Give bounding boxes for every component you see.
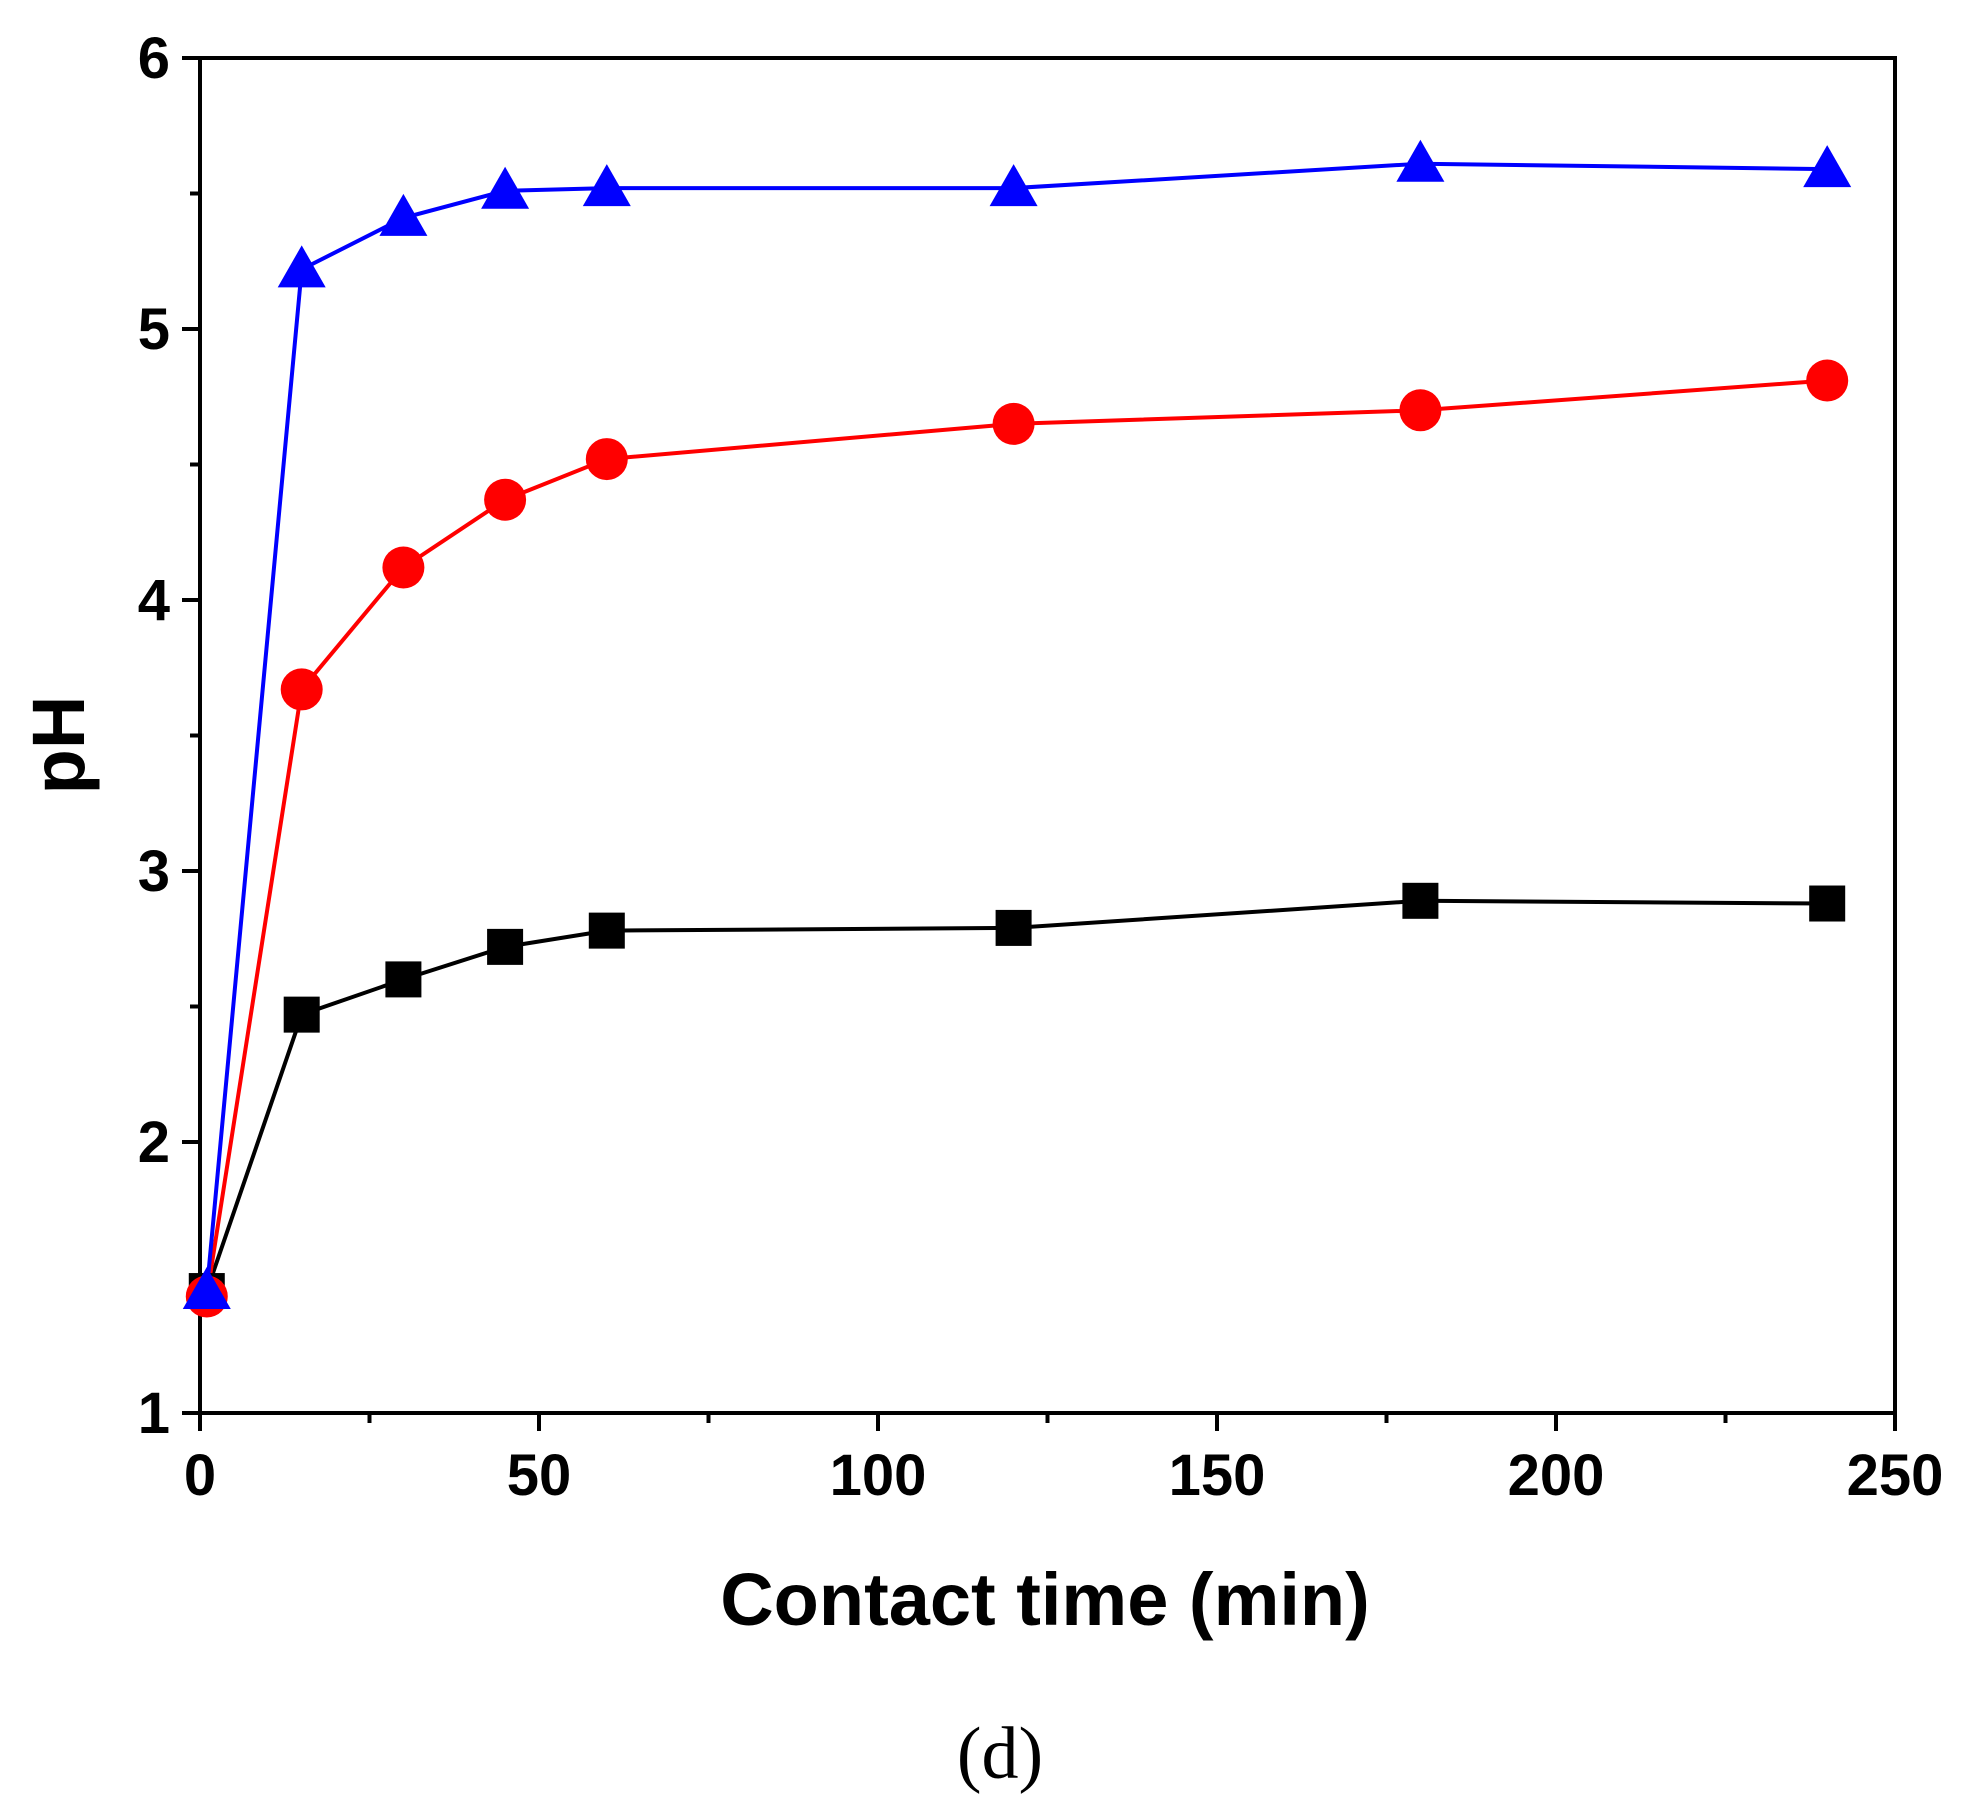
data-point-square (1402, 882, 1439, 919)
data-point-circle (1806, 359, 1849, 402)
x-tick-label: 250 (1847, 1443, 1944, 1508)
y-tick-label: 5 (138, 297, 170, 362)
plot-frame (198, 56, 1897, 1415)
x-tick-label: 0 (184, 1443, 216, 1508)
x-tick-label: 200 (1508, 1443, 1605, 1508)
data-point-circle (992, 402, 1035, 445)
data-point-circle (1399, 389, 1442, 432)
data-point-triangle (582, 164, 631, 207)
series-line-triangle (204, 161, 1828, 1292)
data-point-circle (484, 478, 527, 521)
x-tick-label: 50 (507, 1443, 572, 1508)
panel-label: (d) (957, 1713, 1043, 1795)
x-tick-label: 150 (1169, 1443, 1266, 1508)
series-line-circle (204, 378, 1828, 1297)
data-point-square (487, 928, 524, 965)
data-point-square (1809, 885, 1846, 922)
data-point-circle (382, 546, 425, 589)
y-tick-label: 3 (138, 839, 170, 904)
y-tick-label: 1 (138, 1381, 170, 1446)
data-point-triangle (1396, 139, 1445, 182)
x-axis-title: Contact time (min) (720, 1558, 1370, 1641)
data-point-square (588, 912, 625, 949)
y-tick-label: 2 (138, 1110, 170, 1175)
data-point-triangle (481, 166, 530, 209)
axes: 0 50 100 150 200 250 1 2 3 4 5 6 (138, 26, 1944, 1508)
data-point-square (995, 909, 1032, 946)
series-group (182, 139, 1852, 1318)
data-point-triangle (379, 193, 428, 236)
series-line-square (204, 898, 1828, 1292)
y-tick-label: 6 (138, 26, 170, 91)
data-point-square (283, 996, 320, 1033)
data-point-triangle (277, 245, 326, 288)
data-point-circle (585, 438, 628, 481)
y-axis-title: pH (17, 696, 100, 795)
x-tick-label: 100 (830, 1443, 927, 1508)
data-point-square (385, 961, 422, 998)
data-point-triangle (182, 1267, 231, 1310)
data-point-triangle (1803, 145, 1852, 188)
data-point-triangle (989, 164, 1038, 207)
data-point-circle (280, 668, 323, 711)
y-tick-label: 4 (138, 568, 170, 633)
